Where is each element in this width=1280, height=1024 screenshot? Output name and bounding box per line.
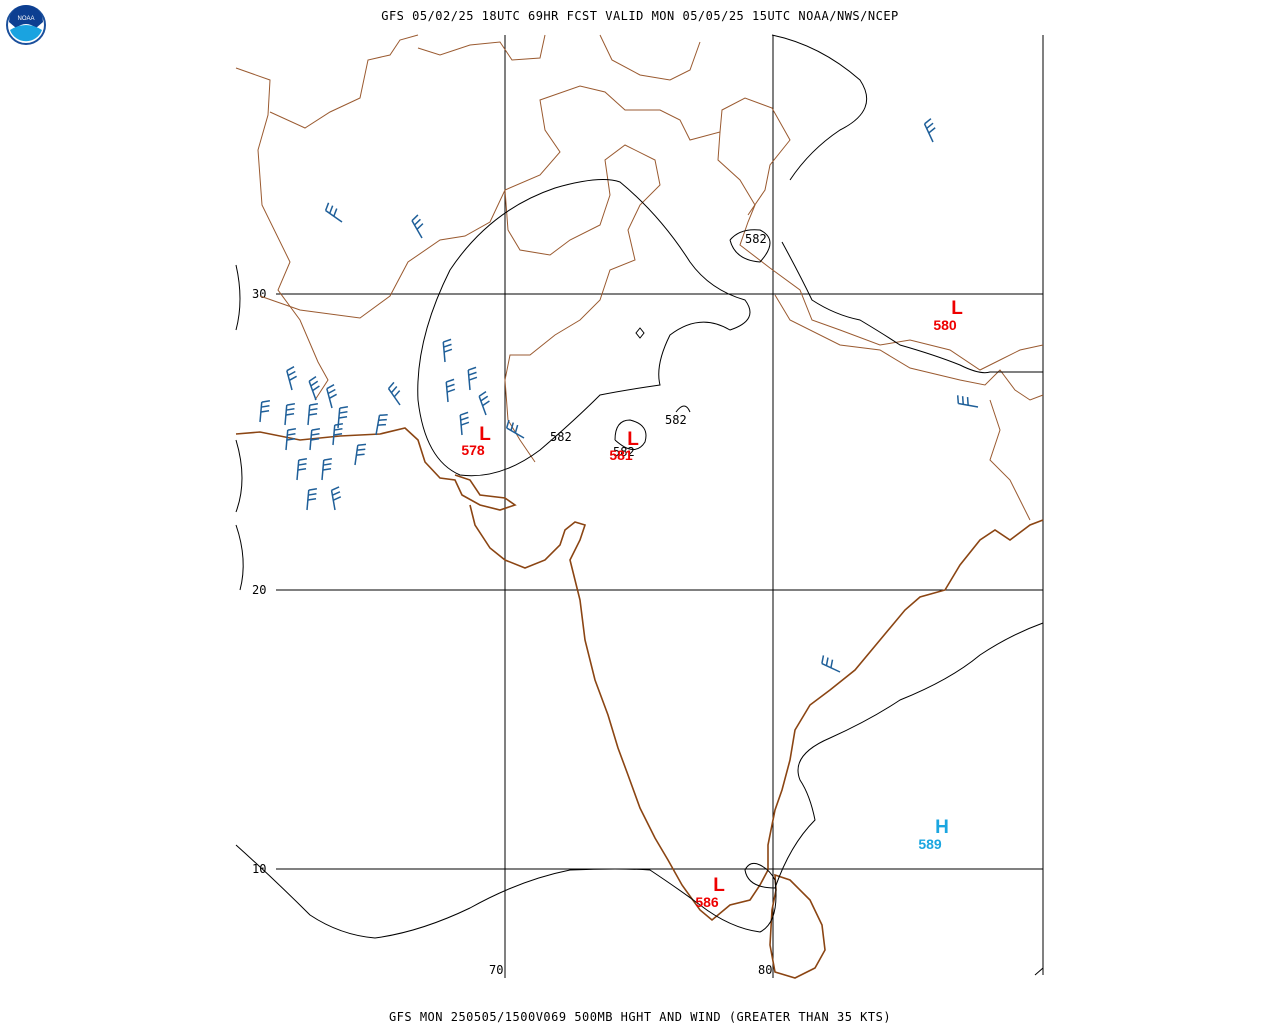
wind-barb-icon: [307, 403, 319, 426]
low-value: 581: [609, 447, 633, 463]
wind-barbs: [259, 118, 979, 673]
wind-barb-icon: [296, 458, 308, 481]
border-nepal: [774, 294, 1044, 401]
contour-south: [235, 622, 1044, 939]
contour-west-edge-2: [235, 439, 243, 513]
wind-barb-icon: [445, 378, 456, 403]
lon-label-70: 70: [489, 963, 503, 977]
contour-west-edge-3: [235, 524, 244, 591]
wind-barb-icon: [354, 443, 367, 466]
low-value: 586: [695, 894, 719, 910]
contour-label-582: 582: [613, 445, 635, 459]
coastlines: [235, 427, 1044, 979]
lon-label-80: 80: [758, 963, 772, 977]
contour-label-582: 582: [745, 232, 767, 246]
contour-north: [771, 34, 868, 181]
coast-india-west: [469, 504, 769, 922]
contour-se-corner: [1034, 967, 1044, 976]
noaa-logo-icon: NOAA: [6, 5, 46, 45]
wind-barb-icon: [442, 338, 453, 363]
wind-barb-icon: [387, 381, 401, 406]
wind-barb-icon: [286, 366, 297, 391]
wind-barb-icon: [459, 411, 470, 436]
wind-barb-icon: [956, 395, 979, 408]
low-586: L 586: [695, 875, 725, 910]
wind-barb-icon: [411, 214, 424, 239]
contour-west-edge: [235, 264, 241, 331]
high-value: 589: [918, 836, 942, 852]
wind-barb-icon: [284, 403, 296, 426]
border-turkmenistan: [269, 34, 419, 129]
map-title: GFS 05/02/25 18UTC 69HR FCST VALID MON 0…: [381, 9, 899, 23]
wind-barb-icon: [467, 366, 478, 391]
high-589: H 589: [918, 817, 949, 852]
wind-barb-icon: [923, 118, 936, 143]
border-china-india: [717, 131, 1044, 371]
contour-582-northeast: [781, 241, 1043, 374]
wind-barb-icon: [821, 655, 841, 673]
lat-label-10: 10: [252, 862, 266, 876]
coast-arabian-north: [235, 427, 517, 511]
wind-barb-icon: [324, 202, 343, 223]
low-marker: L: [951, 298, 963, 319]
low-marker: L: [479, 424, 491, 445]
wind-barb-icon: [330, 486, 342, 511]
coast-sri-lanka: [769, 873, 826, 979]
high-marker: H: [935, 817, 949, 838]
wind-barb-icon: [309, 428, 321, 451]
low-marker: L: [627, 429, 639, 450]
contour-label-582: 582: [665, 413, 687, 427]
contour-582-main: [417, 179, 751, 477]
contour-582-closed-low: [614, 419, 647, 450]
border-iran-west: [235, 67, 329, 401]
wind-barb-icon: [308, 375, 320, 401]
noaa-logo-text: NOAA: [17, 16, 34, 22]
wind-barb-icon: [332, 423, 344, 446]
low-578: L 578: [461, 424, 491, 458]
height-contours: [235, 34, 1044, 976]
border-uzbek: [417, 34, 546, 61]
wind-barb-icon: [321, 458, 333, 481]
lat-label-30: 30: [252, 287, 266, 301]
wind-barb-icon: [375, 413, 388, 436]
low-value: 578: [461, 442, 485, 458]
wind-barb-icon: [505, 419, 525, 439]
wind-barb-icon: [337, 406, 349, 429]
low-marker: L: [713, 875, 725, 896]
contour-582-tiny: [675, 405, 691, 413]
wind-barb-icon: [326, 384, 337, 409]
wind-barb-icon: [306, 488, 318, 511]
border-tajik: [599, 34, 701, 81]
border-pakistan-india: [504, 144, 661, 463]
border-afghanistan: [259, 85, 791, 319]
contour-label-582: 582: [550, 430, 572, 444]
low-value: 580: [933, 317, 957, 333]
low-581: L 581: [609, 429, 639, 463]
border-bangladesh: [989, 399, 1031, 521]
coast-india-east: [767, 519, 1044, 870]
wind-barb-icon: [259, 400, 271, 423]
contour-582-point: [635, 327, 645, 339]
wind-barb-icon: [478, 390, 490, 416]
map-footer: GFS MON 250505/1500V069 500MB HGHT AND W…: [388, 1010, 892, 1024]
political-borders: [235, 34, 1044, 521]
wind-barb-icon: [285, 428, 297, 451]
contour-582-small: [729, 229, 771, 263]
low-580: L 580: [933, 298, 963, 333]
lat-label-20: 20: [252, 583, 266, 597]
